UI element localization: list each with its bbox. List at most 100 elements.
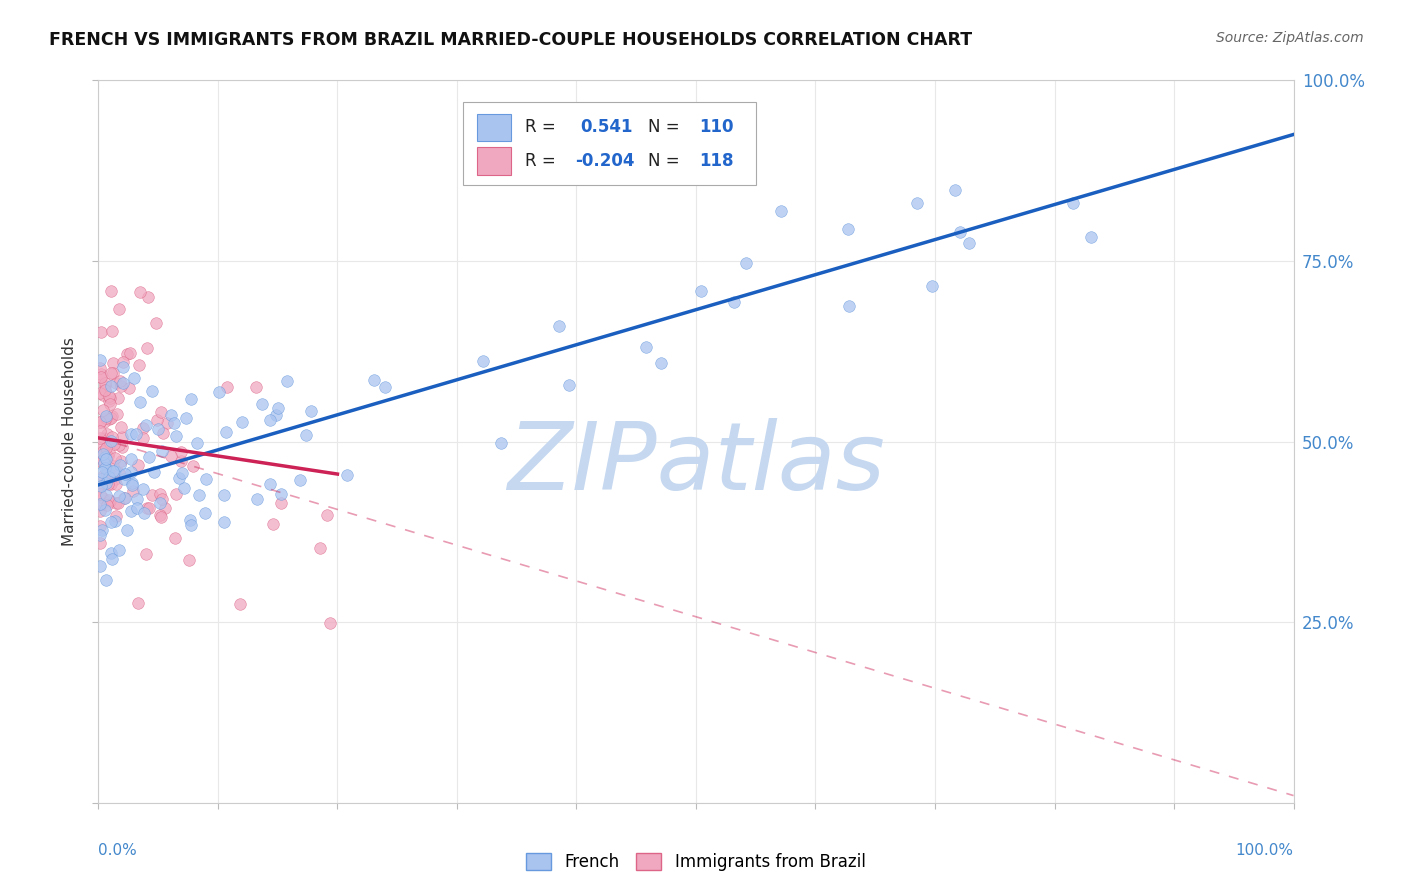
Point bbox=[336, 468, 359, 483]
Point bbox=[188, 488, 211, 502]
Point bbox=[186, 436, 208, 450]
Text: N =: N = bbox=[648, 119, 685, 136]
Point bbox=[170, 466, 193, 480]
FancyBboxPatch shape bbox=[477, 113, 510, 141]
Point bbox=[132, 431, 155, 445]
Point bbox=[165, 487, 187, 501]
Text: 118: 118 bbox=[700, 153, 734, 170]
Point bbox=[104, 472, 127, 486]
Point bbox=[229, 597, 252, 611]
Point bbox=[212, 515, 235, 529]
Text: 100.0%: 100.0% bbox=[1236, 843, 1294, 857]
Text: 0.0%: 0.0% bbox=[98, 843, 138, 857]
Point bbox=[89, 386, 111, 401]
Point bbox=[104, 376, 127, 391]
Point bbox=[709, 158, 731, 172]
Point bbox=[309, 541, 332, 555]
Point bbox=[90, 497, 112, 511]
Point bbox=[363, 373, 385, 387]
Point bbox=[167, 470, 190, 484]
Point bbox=[101, 324, 124, 338]
Point bbox=[89, 519, 111, 533]
Point bbox=[111, 359, 134, 374]
Point bbox=[94, 451, 117, 466]
Point bbox=[121, 477, 143, 491]
Point bbox=[96, 499, 118, 513]
Point bbox=[135, 547, 157, 561]
Point bbox=[96, 467, 118, 482]
Legend: French, Immigrants from Brazil: French, Immigrants from Brazil bbox=[520, 846, 872, 878]
FancyBboxPatch shape bbox=[477, 147, 510, 175]
Text: R =: R = bbox=[524, 119, 561, 136]
Point bbox=[100, 284, 122, 298]
Point bbox=[104, 496, 127, 510]
Point bbox=[93, 415, 115, 429]
Point bbox=[100, 515, 122, 529]
Point bbox=[110, 420, 132, 434]
Point bbox=[194, 506, 217, 520]
Point bbox=[125, 501, 148, 516]
Point bbox=[174, 410, 197, 425]
Point bbox=[120, 504, 142, 518]
Point bbox=[114, 491, 136, 506]
Point bbox=[735, 256, 758, 270]
Point bbox=[122, 484, 145, 499]
Point bbox=[101, 552, 124, 566]
Point bbox=[374, 380, 396, 394]
Point bbox=[91, 523, 114, 537]
Point bbox=[98, 389, 121, 403]
Point bbox=[89, 454, 111, 468]
Point bbox=[634, 340, 657, 354]
Point bbox=[96, 409, 118, 424]
Point bbox=[159, 449, 181, 463]
Point bbox=[170, 454, 193, 468]
Point bbox=[98, 469, 121, 483]
Point bbox=[132, 421, 155, 435]
Point bbox=[145, 316, 167, 330]
Point bbox=[245, 380, 267, 394]
Point bbox=[141, 488, 163, 502]
Point bbox=[89, 480, 111, 494]
Point bbox=[89, 558, 111, 573]
Point bbox=[107, 489, 129, 503]
Point bbox=[149, 496, 172, 510]
Point bbox=[97, 477, 120, 491]
Point bbox=[101, 409, 124, 424]
Point bbox=[115, 524, 138, 538]
Y-axis label: Married-couple Households: Married-couple Households bbox=[62, 337, 77, 546]
Point bbox=[97, 412, 120, 426]
Point bbox=[120, 427, 142, 442]
Text: ZIPatlas: ZIPatlas bbox=[508, 417, 884, 508]
Point bbox=[90, 466, 112, 480]
Point bbox=[117, 347, 139, 361]
Point bbox=[250, 397, 273, 411]
Point bbox=[104, 451, 127, 466]
Point bbox=[89, 504, 111, 518]
Point bbox=[93, 503, 115, 517]
Point bbox=[259, 477, 281, 491]
Point bbox=[94, 379, 117, 393]
Point bbox=[319, 615, 342, 630]
Point bbox=[135, 417, 157, 432]
Point bbox=[89, 415, 111, 429]
Point bbox=[91, 403, 114, 417]
Point bbox=[89, 497, 111, 511]
Point bbox=[149, 487, 172, 501]
FancyBboxPatch shape bbox=[463, 102, 756, 185]
Point bbox=[295, 428, 318, 442]
Point bbox=[89, 487, 111, 501]
Point bbox=[120, 466, 142, 480]
Point bbox=[270, 496, 292, 510]
Point bbox=[173, 481, 195, 495]
Point bbox=[94, 384, 117, 398]
Point bbox=[108, 542, 131, 557]
Point bbox=[150, 491, 173, 506]
Point bbox=[90, 325, 112, 339]
Point bbox=[246, 491, 269, 506]
Point bbox=[141, 384, 163, 398]
Point bbox=[267, 401, 290, 416]
Point bbox=[146, 422, 169, 436]
Point bbox=[170, 445, 193, 459]
Point bbox=[97, 449, 120, 463]
Point bbox=[89, 360, 111, 375]
